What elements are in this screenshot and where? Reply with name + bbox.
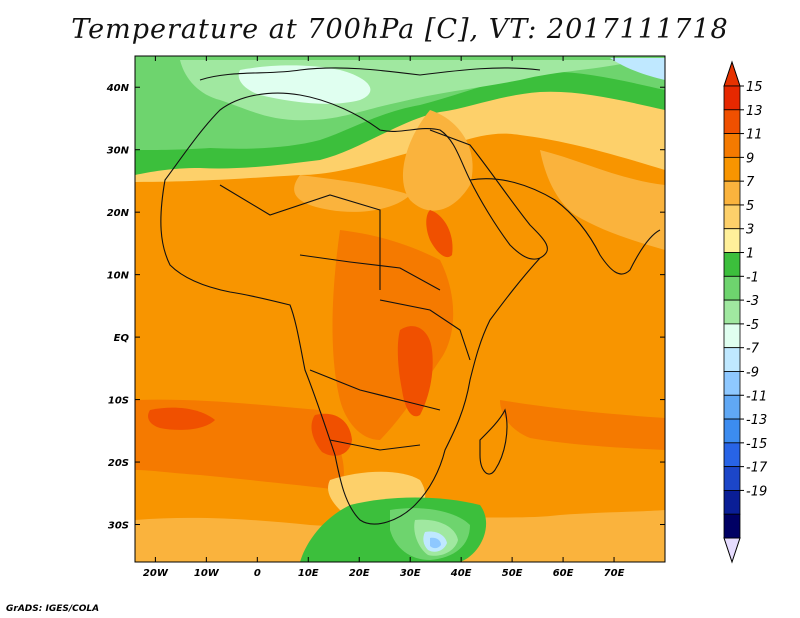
colorbar-label: 11 xyxy=(746,128,763,143)
temperature-field xyxy=(135,56,665,562)
colorbar-segment xyxy=(723,180,741,206)
lon-tick-label: 70E xyxy=(604,568,625,579)
colorbar-label: -5 xyxy=(746,318,759,333)
lon-tick-label: 30E xyxy=(400,568,421,579)
colorbar-segment xyxy=(723,299,741,325)
colorbar-top-arrow xyxy=(723,60,741,87)
colorbar-label: 5 xyxy=(746,199,754,214)
colorbar-segment xyxy=(723,252,741,277)
plot-frame xyxy=(134,55,666,563)
colorbar-segment xyxy=(723,394,741,420)
colorbar-label: -17 xyxy=(746,461,768,476)
lon-tick-label: 50E xyxy=(502,568,523,579)
lon-tick-label: 20W xyxy=(143,568,169,579)
colorbar-label: 3 xyxy=(746,223,754,238)
lat-tick-label: EQ xyxy=(114,333,130,344)
axis-ticks: 20W 10W 0 10E 20E 30E 40E 50E 60E 70E 40N 30N 20N 10N… xyxy=(106,56,665,579)
colorbar-segment xyxy=(723,109,741,134)
colorbar-label: -9 xyxy=(746,365,759,380)
colorbar-segment xyxy=(723,347,741,372)
lon-tick-label: 10W xyxy=(194,568,220,579)
colorbar-segment xyxy=(723,204,741,230)
colorbar-label: -13 xyxy=(746,413,767,428)
colorbar-label: -11 xyxy=(746,389,767,404)
lon-tick-label: 0 xyxy=(254,568,261,579)
colorbar-label: -15 xyxy=(746,437,767,452)
colorbar-segment xyxy=(723,418,741,444)
lat-tick-label: 10N xyxy=(107,271,130,282)
lat-tick-label: 30S xyxy=(108,521,129,532)
lat-tick-label: 20N xyxy=(107,208,130,219)
colorbar-label: -7 xyxy=(746,342,760,357)
lon-tick-label: 10E xyxy=(298,568,319,579)
colorbar-segment xyxy=(723,513,741,539)
colorbar-label: -19 xyxy=(746,484,767,499)
colorbar-segment xyxy=(723,156,741,182)
colorbar-label: 13 xyxy=(746,104,763,119)
colorbar-segment xyxy=(723,466,741,491)
coastlines xyxy=(160,67,661,525)
colorbar: 15 13 11 9 7 5 3 1 -1 -3 -5 -7 -9 -11 -13 -15 -17 -19 xyxy=(723,60,768,564)
colorbar-label: -3 xyxy=(746,294,759,309)
colorbar-segment xyxy=(723,371,741,396)
colorbar-segment xyxy=(723,323,741,349)
colorbar-segment xyxy=(723,133,741,158)
colorbar-label: 1 xyxy=(746,247,754,262)
colorbar-bottom-arrow xyxy=(723,537,741,564)
lon-tick-label: 60E xyxy=(553,568,574,579)
lat-tick-label: 20S xyxy=(108,458,129,469)
lat-tick-label: 40N xyxy=(106,83,130,94)
colorbar-label: 9 xyxy=(746,151,754,166)
colorbar-segment xyxy=(723,85,741,111)
colorbar-segment xyxy=(723,442,741,468)
colorbar-segment xyxy=(723,490,741,515)
credit-label: GrADS: IGES/COLA xyxy=(6,604,100,614)
colorbar-label: -1 xyxy=(746,270,759,285)
colorbar-label: 15 xyxy=(746,80,763,95)
lat-tick-label: 30N xyxy=(107,146,130,157)
lon-tick-label: 20E xyxy=(349,568,370,579)
lon-tick-label: 40E xyxy=(450,568,472,579)
colorbar-segment xyxy=(723,275,741,301)
lat-tick-label: 10S xyxy=(108,396,129,407)
map-title: Temperature at 700hPa [C], VT: 201711171… xyxy=(71,14,729,45)
colorbar-segment xyxy=(723,228,741,253)
colorbar-label: 7 xyxy=(746,175,755,190)
